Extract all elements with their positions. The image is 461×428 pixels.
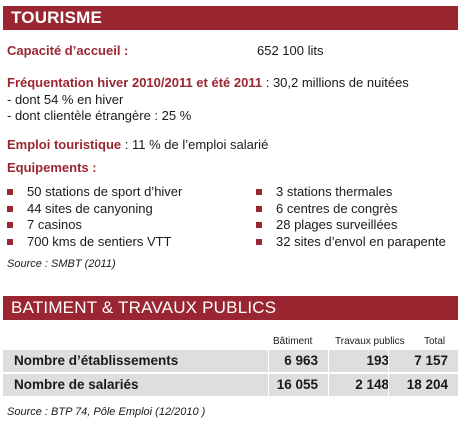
dont-hiver: - dont 54 % en hiver [7, 92, 124, 107]
btp-source: Source : BTP 74, Pôle Emploi (12/2010 ) [7, 406, 206, 418]
btp-header: BATIMENT & TRAVAUX PUBLICS [3, 296, 458, 320]
bullet-square-icon [7, 188, 13, 195]
equipement-left-item: 700 kms de sentiers VTT [7, 234, 172, 249]
equipement-right-item: 28 plages surveillées [256, 217, 397, 232]
emploi-line: Emploi touristique : 11 % de l’emploi sa… [7, 137, 268, 152]
table-row: Nombre de salariés 16 055 2 148 18 204 [3, 374, 458, 396]
equipement-right-item: 3 stations thermales [256, 184, 392, 199]
table-row: Nombre d’établissements 6 963 193 7 157 [3, 350, 458, 372]
bullet-square-icon [256, 205, 262, 212]
row-value-batiment: 6 963 [284, 353, 318, 368]
column-header-batiment: Bâtiment [273, 336, 313, 347]
row-value-total: 7 157 [414, 353, 448, 368]
column-divider [268, 350, 269, 396]
column-divider [388, 350, 389, 396]
bullet-square-icon [7, 205, 13, 212]
frequentation-line: Fréquentation hiver 2010/2011 et été 201… [7, 75, 409, 90]
frequentation-label: Fréquentation hiver 2010/2011 et été 201… [7, 75, 263, 90]
row-value-travaux-publics: 2 148 [355, 377, 389, 392]
emploi-value: : 11 % de l’emploi salarié [124, 137, 269, 152]
equipement-right-item: 32 sites d’envol en parapente [256, 234, 446, 249]
row-label: Nombre de salariés [14, 377, 139, 392]
tourisme-header: TOURISME [3, 6, 458, 30]
row-value-total: 18 204 [406, 377, 448, 392]
row-value-batiment: 16 055 [276, 377, 318, 392]
bullet-square-icon [256, 188, 262, 195]
equipement-left-item: 50 stations de sport d’hiver [7, 184, 182, 199]
equipement-right-item: 6 centres de congrès [256, 201, 397, 216]
btp-title: BATIMENT & TRAVAUX PUBLICS [11, 298, 277, 317]
row-value-travaux-publics: 193 [366, 353, 389, 368]
tourisme-title: TOURISME [11, 8, 103, 27]
emploi-label: Emploi touristique [7, 137, 122, 152]
column-divider [328, 350, 329, 396]
equipement-left-item: 44 sites de canyoning [7, 201, 153, 216]
bullet-square-icon [256, 221, 262, 228]
bullet-square-icon [256, 238, 262, 245]
equipement-left-item: 7 casinos [7, 217, 82, 232]
column-header-travaux-publics: Travaux publics [335, 336, 405, 347]
frequentation-value: : 30,2 millions de nuitées [265, 75, 409, 90]
bullet-square-icon [7, 221, 13, 228]
tourisme-source: Source : SMBT (2011) [7, 258, 116, 270]
column-header-total: Total [424, 336, 446, 347]
equipements-label: Equipements : [7, 160, 97, 175]
capacite-value: 652 100 lits [257, 43, 324, 58]
row-label: Nombre d’établissements [14, 353, 179, 368]
dont-etrangere: - dont clientèle étrangère : 25 % [7, 108, 192, 123]
capacite-label: Capacité d’accueil : [7, 43, 129, 58]
bullet-square-icon [7, 238, 13, 245]
